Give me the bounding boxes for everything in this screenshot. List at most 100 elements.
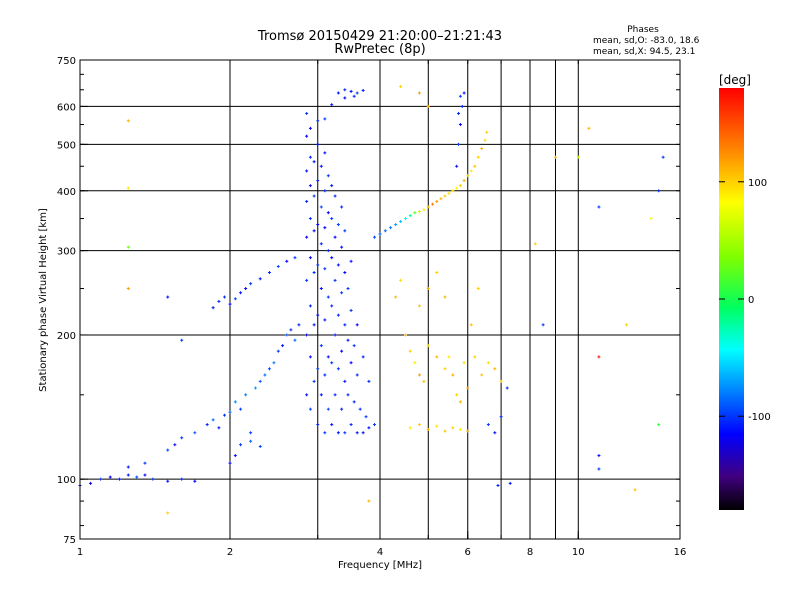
data-point <box>336 367 340 371</box>
data-point <box>493 367 497 371</box>
data-point <box>443 367 447 371</box>
data-point <box>126 119 130 123</box>
data-point <box>326 249 330 253</box>
data-point <box>193 431 197 435</box>
data-point <box>378 232 382 236</box>
y-tick-label: 300 <box>57 247 76 258</box>
data-point <box>349 259 353 263</box>
data-point <box>308 126 312 130</box>
data-point <box>249 282 253 286</box>
data-point <box>649 217 653 221</box>
x-tick-label: 8 <box>527 547 533 558</box>
data-point <box>326 355 330 359</box>
data-point <box>323 318 327 322</box>
data-point <box>340 349 344 353</box>
data-point <box>126 245 130 249</box>
data-point <box>308 184 312 188</box>
data-point <box>466 174 470 178</box>
data-point <box>319 242 323 246</box>
data-point <box>426 205 430 209</box>
data-point <box>625 323 629 327</box>
data-point <box>553 155 557 159</box>
data-point <box>166 295 170 299</box>
data-point <box>426 104 430 108</box>
data-point <box>435 271 439 275</box>
data-point <box>285 259 289 263</box>
data-point <box>166 448 170 452</box>
data-point <box>143 461 147 465</box>
data-point <box>460 104 464 108</box>
data-point <box>316 142 320 146</box>
data-point <box>533 242 537 246</box>
data-point <box>343 271 347 275</box>
data-point <box>297 323 301 327</box>
data-point <box>451 189 455 193</box>
data-point <box>408 349 412 353</box>
data-point <box>205 423 209 427</box>
data-point <box>180 338 184 342</box>
y-tick-label: 200 <box>57 331 76 342</box>
data-point <box>293 338 297 342</box>
data-point <box>413 211 417 215</box>
data-point <box>217 426 221 430</box>
data-point <box>330 217 334 221</box>
x-tick-label: 16 <box>674 547 687 558</box>
data-point <box>458 123 462 127</box>
data-point <box>355 323 359 327</box>
data-point <box>323 189 327 193</box>
data-point <box>323 431 327 435</box>
data-point <box>323 373 327 377</box>
data-point <box>439 197 443 201</box>
data-point <box>336 91 340 95</box>
data-point <box>458 427 462 431</box>
scatter-points <box>78 85 665 515</box>
data-point <box>457 111 461 115</box>
data-point <box>455 186 459 190</box>
data-point <box>499 379 503 383</box>
data-point <box>126 186 130 190</box>
colorbar-tick-label: 100 <box>748 178 767 189</box>
data-point <box>312 160 316 164</box>
data-point <box>330 423 334 427</box>
data-point <box>305 134 309 138</box>
data-point <box>308 256 312 260</box>
data-point <box>135 475 139 479</box>
data-point <box>361 355 365 359</box>
data-point <box>383 229 387 233</box>
data-point <box>180 436 184 440</box>
data-point <box>349 361 353 365</box>
data-point <box>193 479 197 483</box>
data-point <box>355 91 359 95</box>
colorbar-tick-label: 0 <box>748 295 754 306</box>
data-point <box>330 103 334 107</box>
data-point <box>352 94 356 98</box>
data-point <box>89 481 93 485</box>
data-point <box>233 297 237 301</box>
data-point <box>308 355 312 359</box>
data-point <box>455 164 459 168</box>
data-point <box>323 117 327 121</box>
data-point <box>462 179 466 183</box>
data-point <box>319 393 323 397</box>
data-point <box>267 271 271 275</box>
data-point <box>316 367 320 371</box>
data-point <box>657 423 661 427</box>
data-point <box>223 295 227 299</box>
data-point <box>316 423 320 427</box>
data-point <box>466 429 470 433</box>
x-tick-label: 1 <box>77 547 83 558</box>
data-point <box>263 373 267 377</box>
data-point <box>633 488 637 492</box>
data-point <box>330 304 334 308</box>
data-point <box>173 443 177 447</box>
data-point <box>333 194 337 198</box>
colorbar-tick-label: -100 <box>748 412 771 423</box>
data-point <box>340 205 344 209</box>
y-tick-label: 100 <box>57 475 76 486</box>
data-point <box>451 426 455 430</box>
data-point <box>312 229 316 233</box>
data-point <box>399 220 403 224</box>
data-point <box>346 393 350 397</box>
data-point <box>443 194 447 198</box>
data-point <box>343 229 347 233</box>
